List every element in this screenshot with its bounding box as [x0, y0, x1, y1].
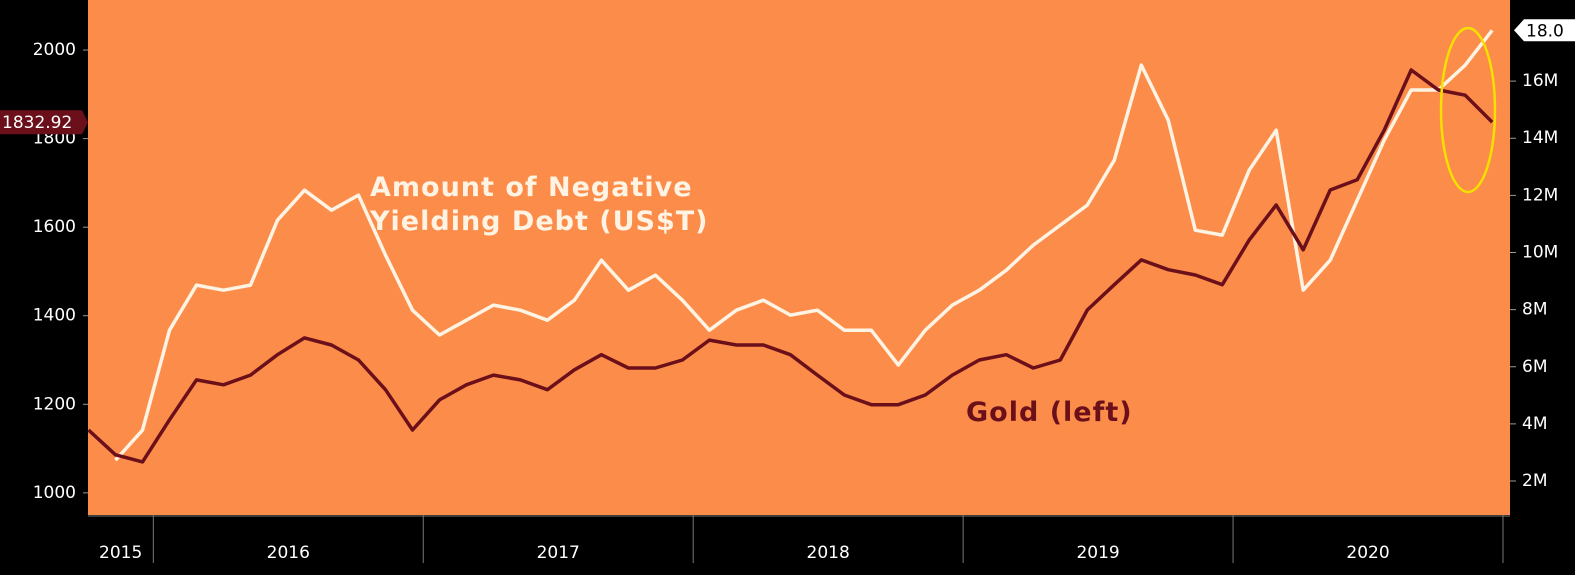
x-tick-label: 2018	[807, 543, 850, 563]
y2-tick-label: 16M	[1522, 71, 1558, 91]
y-tick-label: 1000	[33, 483, 76, 503]
highlight-ellipse	[1439, 26, 1497, 194]
series-line	[114, 29, 1494, 462]
y-tick-label: 2000	[33, 40, 76, 60]
y2-tick-label: 6M	[1522, 357, 1547, 377]
last-value-label: 1832.92	[2, 113, 72, 133]
last-value-tag	[1514, 19, 1575, 42]
x-tick-label: 2016	[267, 543, 310, 563]
x-tick-label: 2020	[1346, 543, 1389, 563]
plot-area	[88, 0, 1510, 515]
y2-tick-label: 12M	[1522, 185, 1558, 205]
debt-label: Amount of Negative Yielding Debt (US$T)	[370, 172, 709, 237]
x-tick-label: 2017	[537, 543, 580, 563]
y-tick-label: 1600	[33, 217, 76, 237]
x-tick-label: 2019	[1076, 543, 1119, 563]
last-value-label: 18.0	[1526, 21, 1564, 41]
y2-tick-label: 2M	[1522, 471, 1547, 491]
gold-label: Gold (left)	[966, 397, 1133, 428]
y-tick-label: 1200	[33, 394, 76, 414]
series-line	[87, 68, 1494, 464]
x-tick-label: 2015	[99, 543, 142, 563]
y-tick-label: 1400	[33, 306, 76, 326]
y2-tick-label: 4M	[1522, 414, 1547, 434]
y2-tick-label: 10M	[1522, 243, 1558, 263]
y2-tick-label: 8M	[1522, 300, 1547, 320]
y2-tick-label: 14M	[1522, 128, 1558, 148]
last-value-tag	[0, 110, 88, 135]
